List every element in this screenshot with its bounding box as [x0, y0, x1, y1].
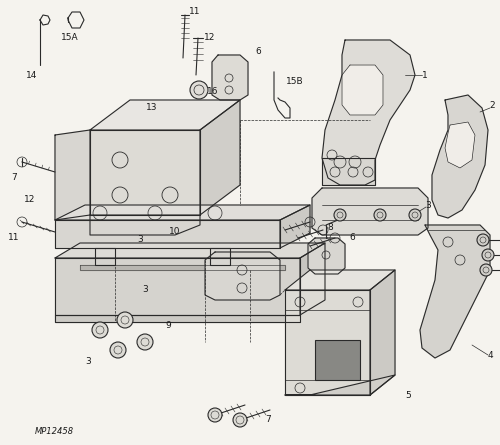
Polygon shape	[210, 248, 230, 265]
Polygon shape	[90, 215, 200, 235]
Text: 8: 8	[327, 223, 333, 232]
Text: 7: 7	[265, 416, 271, 425]
Polygon shape	[280, 205, 310, 248]
Polygon shape	[445, 122, 475, 168]
Polygon shape	[55, 258, 300, 315]
Text: 11: 11	[8, 234, 20, 243]
Text: 15B: 15B	[286, 77, 304, 86]
Polygon shape	[300, 243, 325, 315]
Circle shape	[233, 413, 247, 427]
Text: 2: 2	[489, 101, 495, 109]
Bar	[315, 340, 360, 380]
Circle shape	[190, 81, 208, 99]
Polygon shape	[285, 270, 395, 290]
Text: MP12458: MP12458	[35, 428, 74, 437]
Text: 1: 1	[422, 70, 428, 80]
Circle shape	[208, 408, 222, 422]
Polygon shape	[370, 270, 395, 395]
Polygon shape	[342, 65, 383, 115]
Text: 3: 3	[137, 235, 143, 244]
Text: 11: 11	[190, 8, 201, 16]
Text: 13: 13	[146, 104, 158, 113]
Text: 4: 4	[487, 351, 493, 360]
Circle shape	[110, 342, 126, 358]
Text: 6: 6	[255, 48, 261, 57]
Circle shape	[374, 209, 386, 221]
Polygon shape	[322, 40, 415, 185]
Circle shape	[117, 312, 133, 328]
Circle shape	[477, 234, 489, 246]
Polygon shape	[322, 158, 375, 185]
Text: 3: 3	[142, 286, 148, 295]
Polygon shape	[55, 315, 300, 322]
Text: 12: 12	[24, 195, 36, 205]
Polygon shape	[308, 238, 345, 274]
Polygon shape	[205, 252, 280, 300]
Circle shape	[482, 249, 494, 261]
Text: 7: 7	[11, 174, 17, 182]
Polygon shape	[55, 205, 310, 220]
Text: 3: 3	[425, 201, 431, 210]
Circle shape	[409, 209, 421, 221]
Polygon shape	[55, 243, 325, 258]
Text: 5: 5	[405, 391, 411, 400]
Polygon shape	[285, 375, 395, 395]
Polygon shape	[312, 188, 428, 235]
Circle shape	[137, 334, 153, 350]
Circle shape	[92, 322, 108, 338]
Text: 12: 12	[204, 33, 216, 43]
Polygon shape	[95, 248, 115, 265]
Text: 14: 14	[26, 70, 38, 80]
Polygon shape	[90, 130, 200, 215]
Text: 16: 16	[208, 88, 219, 97]
Polygon shape	[80, 265, 285, 270]
Polygon shape	[200, 100, 240, 215]
Text: 6: 6	[349, 234, 355, 243]
Polygon shape	[55, 220, 280, 248]
Text: 10: 10	[170, 227, 181, 236]
Text: 15A: 15A	[61, 33, 79, 43]
Polygon shape	[432, 95, 488, 218]
Polygon shape	[420, 225, 490, 358]
Text: 3: 3	[85, 357, 91, 367]
Text: 9: 9	[165, 320, 171, 329]
Polygon shape	[212, 55, 248, 100]
Circle shape	[334, 209, 346, 221]
Polygon shape	[90, 100, 240, 130]
Polygon shape	[285, 290, 370, 395]
Circle shape	[480, 264, 492, 276]
Polygon shape	[55, 130, 90, 220]
